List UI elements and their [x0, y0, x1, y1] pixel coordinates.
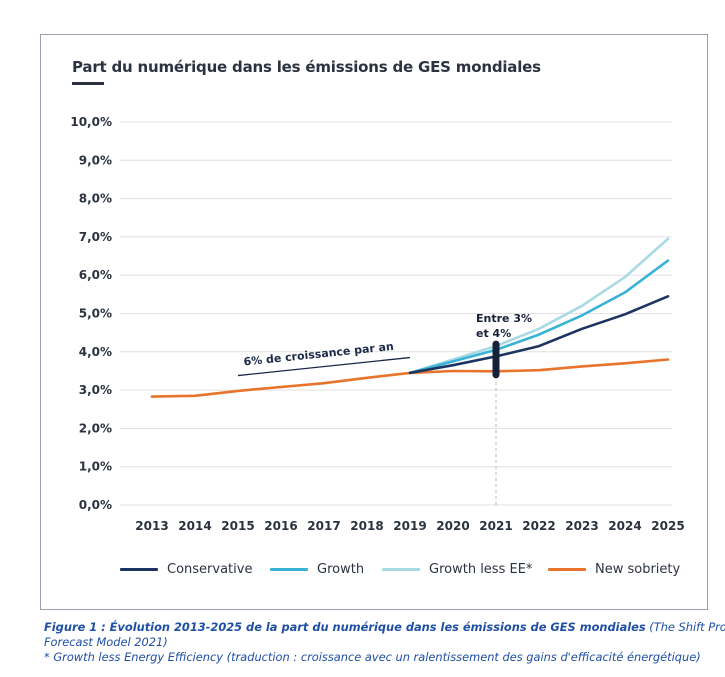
legend-label: Growth less EE*	[429, 562, 533, 577]
trend-line	[237, 356, 411, 377]
y-tick-label: 3,0%	[79, 383, 112, 397]
y-tick-label: 2,0%	[79, 421, 112, 435]
series-lines	[150, 237, 670, 398]
caption-title: Figure 1 : Évolution 2013-2025 de la par…	[44, 620, 646, 634]
caption-footnote: * Growth less Energy Efficiency (traduct…	[44, 650, 701, 664]
series-line-new-sobriety	[150, 358, 670, 398]
x-tick-label: 2024	[608, 519, 641, 533]
x-tick-label: 2023	[565, 519, 598, 533]
legend-swatch-growth	[270, 568, 308, 571]
y-tick-label: 5,0%	[79, 307, 112, 321]
series-line-growth-less-ee	[408, 237, 670, 375]
line-chart: 0,0% 1,0% 2,0% 3,0% 4,0% 5,0% 6,0% 7,0% 8,0% 9,0%…	[70, 115, 684, 533]
figure-frame	[40, 34, 708, 610]
legend-swatch-conservative	[120, 568, 158, 571]
x-tick-label: 2014	[178, 519, 211, 533]
caption-source-1: (The Shift Project –	[649, 620, 725, 634]
title-underline	[72, 82, 104, 85]
x-tick-label: 2018	[350, 519, 383, 533]
series-line-conservative	[408, 294, 670, 375]
legend-swatch-new-sobriety	[548, 568, 586, 571]
y-tick-label: 1,0%	[79, 460, 112, 474]
legend-item-growth-less-ee: Growth less EE*	[382, 562, 532, 577]
y-tick-label: 4,0%	[79, 345, 112, 359]
y-tick-label: 0,0%	[79, 498, 112, 512]
gridlines	[120, 121, 672, 506]
y-tick-label: 7,0%	[79, 230, 112, 244]
range-label-line-2: et 4%	[476, 327, 511, 340]
chart-legend: Conservative Growth Growth less EE* New …	[120, 562, 700, 582]
legend-item-conservative: Conservative	[120, 562, 252, 577]
trend-label: 6% de croissance par an	[243, 340, 394, 369]
legend-label: New sobriety	[595, 562, 681, 577]
x-axis-tick-labels: 2013 2014 2015 2016 2017 2018 2019 2020 2021 2022…	[135, 519, 684, 533]
y-tick-label: 9,0%	[79, 153, 112, 167]
x-tick-label: 2025	[651, 519, 684, 533]
legend-item-new-sobriety: New sobriety	[548, 562, 680, 577]
x-tick-label: 2016	[264, 519, 297, 533]
x-tick-label: 2015	[221, 519, 254, 533]
x-tick-label: 2021	[479, 519, 512, 533]
legend-label: Growth	[317, 562, 365, 577]
y-axis-tick-labels: 0,0% 1,0% 2,0% 3,0% 4,0% 5,0% 6,0% 7,0% 8,0% 9,0%…	[70, 115, 112, 512]
caption-source-2: Forecast Model 2021)	[44, 635, 168, 649]
x-tick-label: 2017	[307, 519, 340, 533]
x-tick-label: 2019	[393, 519, 426, 533]
series-line-growth	[408, 259, 670, 375]
legend-swatch-growth-less-ee	[382, 568, 420, 571]
y-tick-label: 10,0%	[70, 115, 112, 129]
figure-caption: Figure 1 : Évolution 2013-2025 de la par…	[44, 620, 725, 665]
y-tick-label: 8,0%	[79, 192, 112, 206]
legend-label: Conservative	[167, 562, 253, 577]
y-tick-label: 6,0%	[79, 268, 112, 282]
legend-item-growth: Growth	[270, 562, 364, 577]
range-label-line-1: Entre 3%	[476, 312, 532, 325]
x-tick-label: 2013	[135, 519, 168, 533]
x-tick-label: 2020	[436, 519, 469, 533]
x-tick-label: 2022	[522, 519, 555, 533]
chart-title: Part du numérique dans les émissions de …	[72, 58, 541, 76]
